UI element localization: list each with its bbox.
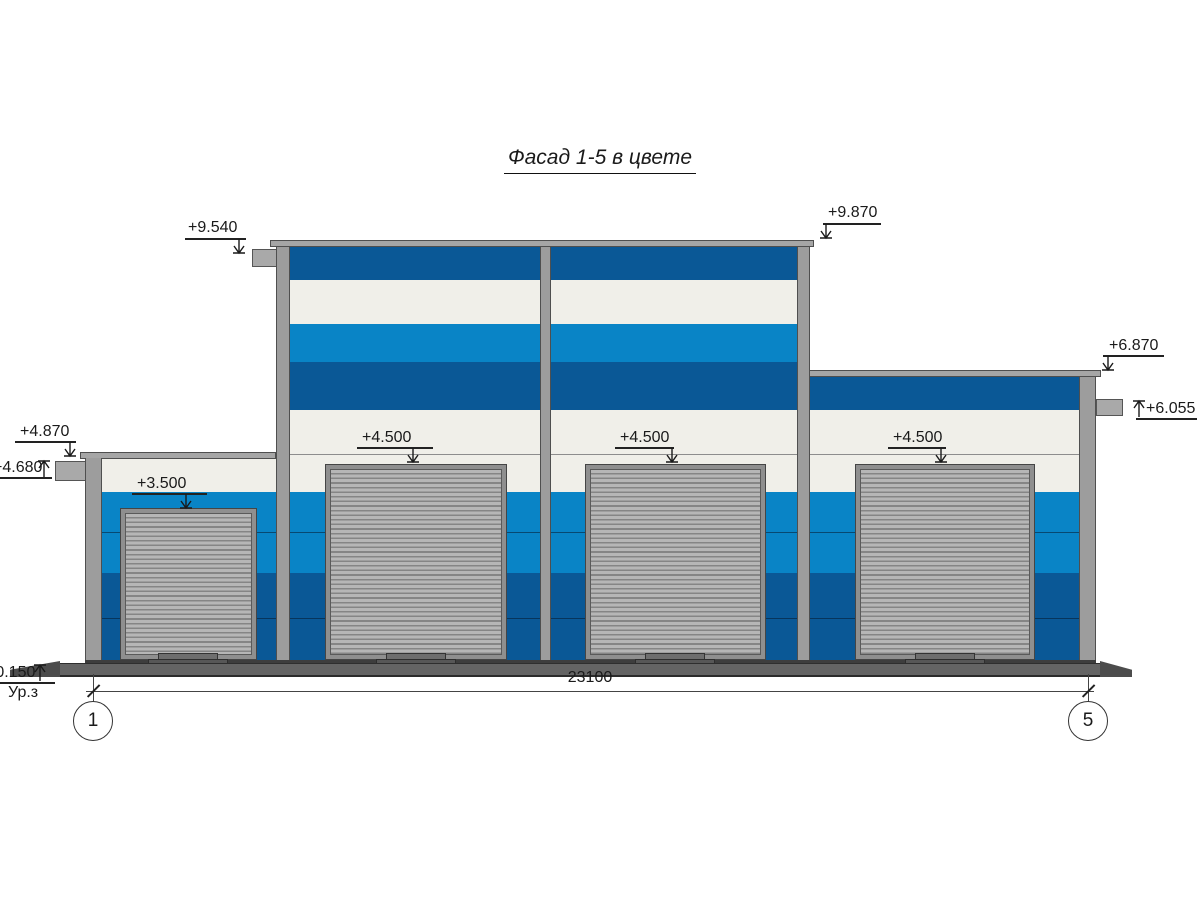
canopy-tab-left bbox=[55, 461, 87, 481]
down-arrow-icon bbox=[820, 224, 832, 240]
level-underline bbox=[185, 238, 246, 240]
coping-left bbox=[80, 452, 276, 459]
down-arrow-icon bbox=[407, 448, 419, 464]
pilaster-center-mid bbox=[540, 247, 551, 663]
level-value: +9.540 bbox=[188, 219, 238, 236]
level-value: +4.870 bbox=[20, 423, 70, 440]
canopy-tab-right bbox=[1096, 399, 1123, 416]
roller-door-4 bbox=[855, 464, 1035, 660]
level-underline bbox=[1103, 355, 1164, 357]
level-value: +9.870 bbox=[828, 204, 878, 221]
level-underline bbox=[15, 441, 76, 443]
down-arrow-icon bbox=[1102, 356, 1114, 372]
level-value: +3.500 bbox=[137, 475, 187, 492]
panel-band-white bbox=[85, 458, 276, 492]
dimension-value: 23100 bbox=[567, 669, 613, 686]
pilaster-center-right bbox=[797, 247, 810, 663]
level-value: +6.055 bbox=[1146, 400, 1196, 417]
level-value: -0.150 bbox=[0, 664, 36, 681]
level-underline bbox=[1136, 418, 1197, 420]
canopy-tab-top-left bbox=[252, 249, 278, 267]
level-underline bbox=[888, 447, 946, 449]
coping-right bbox=[803, 370, 1101, 377]
level-underline bbox=[615, 447, 674, 449]
axis-bubble-5: 5 bbox=[1068, 701, 1108, 741]
level-value: +4.500 bbox=[620, 429, 670, 446]
level-underline bbox=[0, 477, 52, 479]
level-value: +4.500 bbox=[893, 429, 943, 446]
level-value: +4.680 bbox=[0, 459, 43, 476]
pilaster-far-left bbox=[85, 458, 102, 663]
extension-line-right bbox=[1087, 674, 1089, 702]
level-value: +4.500 bbox=[362, 429, 412, 446]
coping-center bbox=[270, 240, 814, 247]
up-arrow-icon bbox=[34, 663, 46, 681]
roller-door-3 bbox=[585, 464, 766, 660]
down-arrow-icon bbox=[935, 448, 947, 464]
down-arrow-icon bbox=[666, 448, 678, 464]
pilaster-far-right bbox=[1079, 377, 1096, 663]
down-arrow-icon bbox=[64, 442, 76, 458]
roller-door-2 bbox=[325, 464, 507, 660]
roller-door-slats bbox=[590, 469, 761, 655]
panel-band-dark-blue bbox=[810, 377, 1096, 410]
roller-door-slats bbox=[330, 469, 502, 655]
pilaster-center-left bbox=[276, 247, 290, 663]
roller-door-slats bbox=[125, 513, 252, 655]
down-arrow-icon bbox=[180, 494, 192, 510]
level-underline bbox=[0, 682, 55, 684]
level-underline bbox=[823, 223, 881, 225]
level-underline bbox=[357, 447, 433, 449]
level-value: +6.870 bbox=[1109, 337, 1159, 354]
down-arrow-icon bbox=[233, 239, 245, 255]
up-arrow-icon bbox=[1133, 399, 1145, 417]
level-line-4500 bbox=[290, 454, 1079, 455]
axis-number: 5 bbox=[1082, 710, 1094, 731]
plinth bbox=[58, 663, 1100, 677]
facade-base-line bbox=[85, 660, 1096, 663]
dimension-line bbox=[86, 691, 1094, 693]
ground-level-label: Ур.з bbox=[8, 684, 39, 701]
extension-line-left bbox=[92, 674, 94, 702]
up-arrow-icon bbox=[38, 459, 50, 477]
level-underline bbox=[132, 493, 207, 495]
roller-door-1 bbox=[120, 508, 257, 660]
roller-door-slats bbox=[860, 469, 1030, 655]
drawing-title: Фасад 1-5 в цвете bbox=[503, 146, 697, 174]
axis-bubble-1: 1 bbox=[73, 701, 113, 741]
axis-number: 1 bbox=[87, 710, 99, 731]
ground-wedge-right bbox=[1100, 661, 1132, 677]
